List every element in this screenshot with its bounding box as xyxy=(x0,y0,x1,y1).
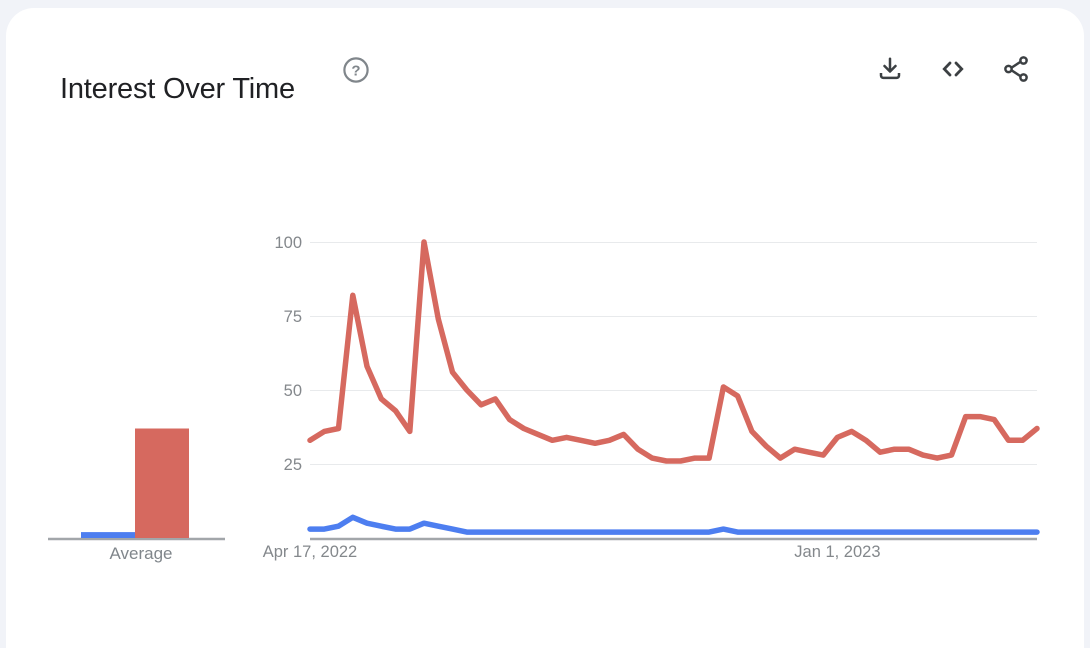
interest-over-time-card: Interest Over Time ? Average 25 50 75 100 A xyxy=(6,8,1084,648)
trend-line-series_2_red xyxy=(307,239,1040,464)
page-title: Interest Over Time xyxy=(60,73,295,106)
average-axis-label: Average xyxy=(109,544,173,563)
share-icon xyxy=(1004,56,1028,82)
share-button[interactable] xyxy=(994,47,1038,91)
trend-line-series_1_blue xyxy=(307,514,1040,535)
x-tick-label: Jan 1, 2023 xyxy=(794,543,880,561)
average-bar-series_2_red xyxy=(135,428,189,538)
embed-code-icon xyxy=(942,61,964,77)
embed-button[interactable] xyxy=(931,47,975,91)
average-bar-chart xyxy=(48,428,225,541)
interest-line-chart[interactable]: 25 50 75 100 Apr 17, 2022 Jan 1, 2023 xyxy=(240,230,1060,570)
download-button[interactable] xyxy=(868,47,912,91)
y-tick-label-25: 25 xyxy=(284,456,302,474)
download-icon xyxy=(879,57,901,80)
y-tick-label-100: 100 xyxy=(274,234,302,252)
help-question-icon: ? xyxy=(343,57,369,83)
svg-text:?: ? xyxy=(351,63,360,80)
y-tick-label-75: 75 xyxy=(284,308,302,326)
help-button[interactable]: ? xyxy=(340,55,372,87)
x-tick-label: Apr 17, 2022 xyxy=(263,543,358,561)
average-bar-series_1_blue xyxy=(81,532,135,538)
y-tick-label-50: 50 xyxy=(284,382,302,400)
